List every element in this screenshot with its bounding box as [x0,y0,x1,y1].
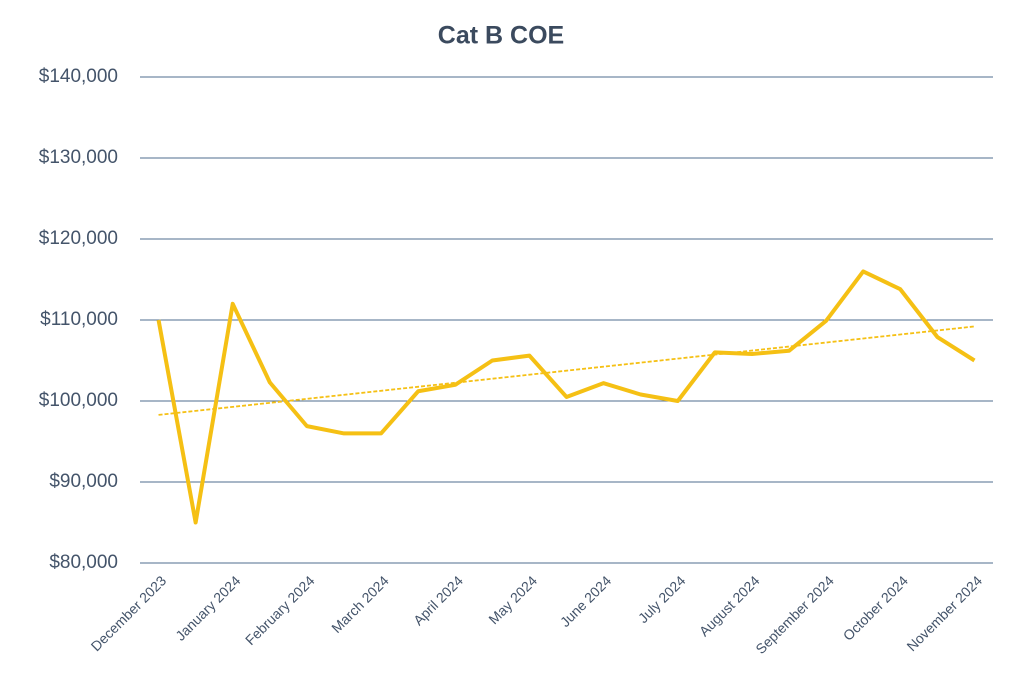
y-tick-label: $120,000 [39,228,118,249]
y-tick-label: $100,000 [39,390,118,411]
x-tick-label: April 2024 [410,572,466,628]
y-tick-label: $140,000 [39,66,118,87]
x-tick-label: March 2024 [328,572,392,636]
x-tick-label: June 2024 [557,572,615,630]
x-tick-label: October 2024 [840,572,911,643]
line-series [156,269,976,525]
x-tick-label: May 2024 [485,572,540,627]
y-tick-label: $110,000 [40,309,118,330]
y-tick-label: $80,000 [49,552,118,573]
x-tick-label: September 2024 [752,572,837,657]
x-tick-label: December 2023 [88,572,170,654]
x-tick-label: August 2024 [696,572,763,639]
x-tick-label: January 2024 [172,572,243,643]
x-tick-label: February 2024 [242,572,318,648]
y-tick-label: $90,000 [49,471,118,492]
x-tick-label: November 2024 [903,572,985,654]
x-tick-label: July 2024 [635,572,689,626]
y-tick-label: $130,000 [39,147,118,168]
chart-title: Cat B COE [438,22,564,50]
trend-line [158,325,975,416]
